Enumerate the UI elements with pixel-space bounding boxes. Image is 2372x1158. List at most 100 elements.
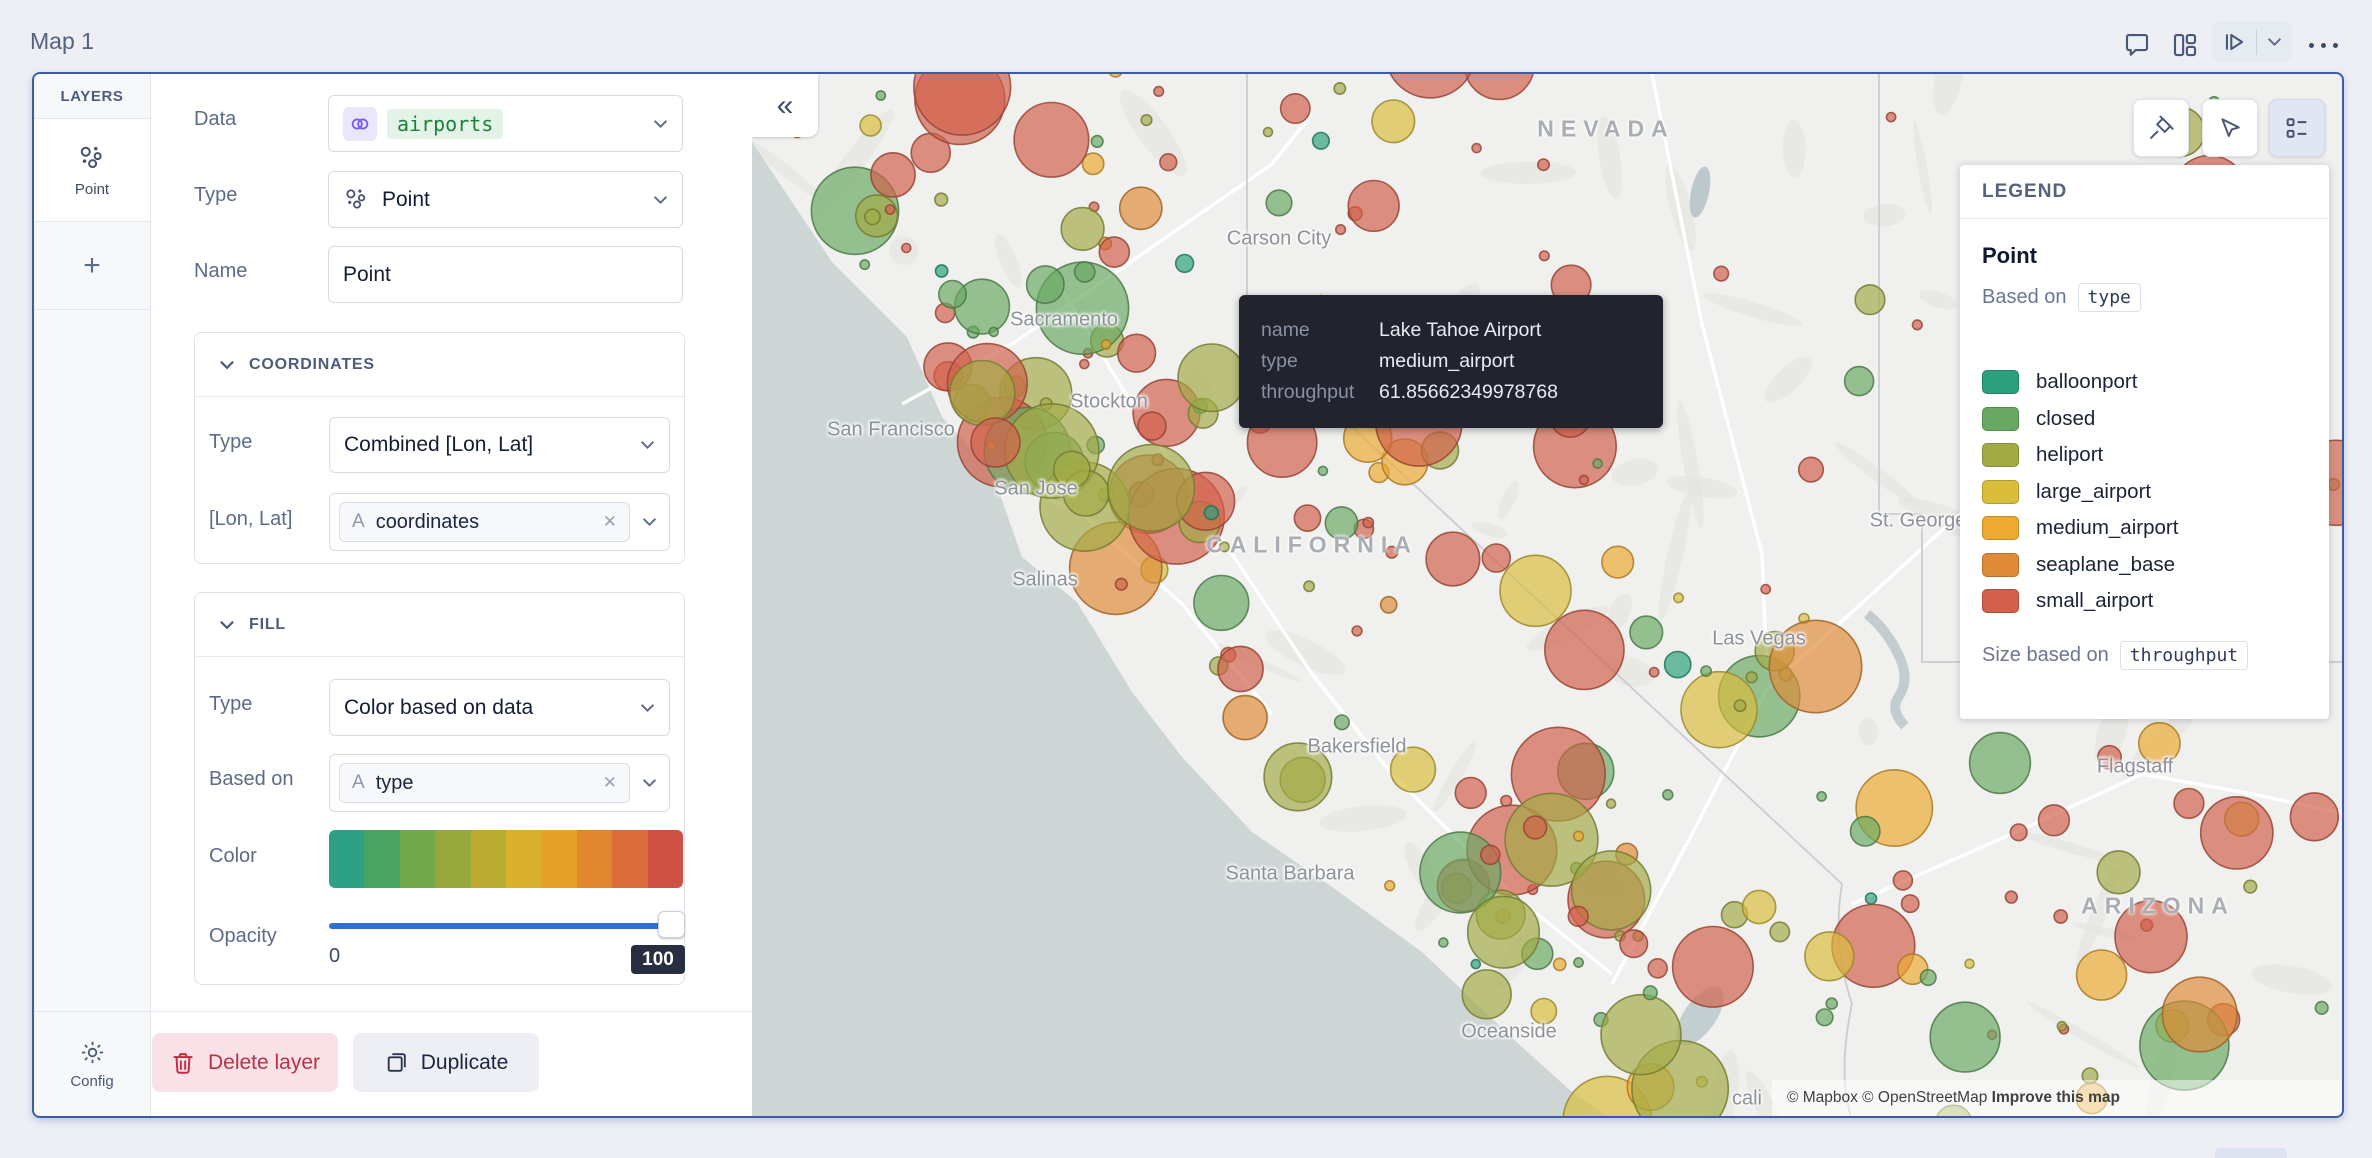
legend-toggle-button[interactable] [2269, 99, 2325, 157]
airport-point[interactable] [1383, 879, 1396, 892]
airport-point[interactable] [884, 204, 896, 215]
airport-point[interactable] [875, 90, 887, 101]
comment-button[interactable] [2118, 26, 2156, 64]
airport-point[interactable] [2114, 899, 2188, 974]
sidebar-item-config[interactable]: Config [34, 1011, 150, 1116]
airport-point[interactable] [1572, 830, 1585, 842]
airport-point[interactable] [1438, 937, 1449, 948]
airport-point[interactable] [1481, 543, 1512, 573]
airport-point[interactable] [1900, 894, 1920, 914]
airport-point[interactable] [1159, 152, 1178, 172]
airport-point[interactable] [1362, 516, 1375, 529]
sidebar-item-point-layer[interactable]: Point [34, 119, 150, 222]
airport-point[interactable] [1552, 957, 1567, 972]
airport-point[interactable] [2096, 850, 2141, 895]
airport-point[interactable] [1885, 111, 1897, 123]
airport-point[interactable] [2004, 890, 2019, 904]
airport-point[interactable] [1334, 224, 1347, 236]
airport-point[interactable] [1108, 74, 1123, 78]
airport-point[interactable] [1389, 746, 1437, 793]
airport-point[interactable] [1293, 504, 1322, 533]
airport-point[interactable] [1854, 284, 1886, 316]
airport-point[interactable] [1140, 113, 1153, 127]
airport-point[interactable] [2056, 1020, 2068, 1032]
airport-point[interactable] [1263, 742, 1333, 812]
airport-point[interactable] [1825, 997, 1838, 1010]
airport-point[interactable] [2097, 744, 2123, 770]
fill-type-select[interactable]: Color based on data [329, 679, 670, 736]
airport-point[interactable] [1100, 339, 1112, 350]
airport-point[interactable] [2314, 1000, 2329, 1016]
airport-point[interactable] [1570, 850, 1652, 931]
airport-point[interactable] [1114, 577, 1128, 591]
layer-name-input[interactable]: Point [328, 246, 683, 303]
airport-point[interactable] [1025, 265, 1065, 305]
airport-point[interactable] [1648, 666, 1660, 678]
airport-point[interactable] [2289, 792, 2340, 842]
airport-point[interactable] [938, 279, 968, 309]
airport-point[interactable] [864, 208, 882, 226]
airport-point[interactable] [1425, 531, 1481, 587]
more-menu-button[interactable] [2304, 26, 2342, 64]
run-button[interactable] [2212, 21, 2256, 63]
collapse-config-button[interactable]: « [752, 74, 818, 137]
airport-point[interactable] [1647, 957, 1669, 979]
airport-point[interactable] [1700, 665, 1712, 677]
layout-button[interactable] [2166, 26, 2204, 64]
airport-point[interactable] [1385, 74, 1475, 99]
airport-point[interactable] [1864, 892, 1878, 905]
airport-point[interactable] [1217, 645, 1264, 693]
airport-point[interactable] [1081, 152, 1105, 176]
airport-point[interactable] [1768, 619, 1863, 714]
airport-point[interactable] [1464, 74, 1534, 101]
airport-point[interactable] [913, 74, 1012, 136]
lonlat-select[interactable]: A coordinates ✕ [329, 493, 670, 551]
airport-point[interactable] [1153, 85, 1165, 97]
airport-point[interactable] [1968, 731, 2032, 795]
airport-point[interactable] [1052, 450, 1091, 489]
airport-point[interactable] [1078, 358, 1090, 370]
airport-point[interactable] [1385, 545, 1399, 559]
airport-point[interactable] [1466, 895, 1541, 969]
airport-point[interactable] [1672, 592, 1684, 604]
attribution-improve-link[interactable]: Improve this map [1991, 1089, 2120, 1106]
pin-tool-button[interactable] [2133, 99, 2189, 157]
airport-point[interactable] [934, 192, 949, 207]
airport-point[interactable] [934, 264, 949, 278]
airport-point[interactable] [1262, 126, 1274, 138]
airport-point[interactable] [1193, 574, 1250, 632]
airport-point[interactable] [2053, 909, 2069, 924]
airport-point[interactable] [1504, 792, 1599, 887]
airport-point[interactable] [1470, 958, 1482, 970]
airport-point[interactable] [1849, 815, 1881, 847]
airport-point[interactable] [1573, 957, 1584, 968]
duplicate-layer-button[interactable]: Duplicate [353, 1033, 539, 1092]
airport-point[interactable] [1324, 506, 1359, 541]
airport-point[interactable] [1098, 236, 1131, 268]
airport-point[interactable] [1760, 583, 1772, 595]
airport-point[interactable] [1605, 798, 1617, 810]
add-layer-button[interactable]: + [34, 222, 150, 310]
airport-point[interactable] [1137, 411, 1167, 441]
airport-point[interactable] [1333, 714, 1351, 731]
airport-point[interactable] [1663, 650, 1692, 679]
airport-point[interactable] [2037, 804, 2071, 837]
airport-point[interactable] [1118, 186, 1163, 231]
color-palette-bar[interactable] [329, 830, 683, 888]
airport-point[interactable] [901, 242, 912, 254]
airport-point[interactable] [1619, 929, 1649, 959]
coord-type-select[interactable]: Combined [Lon, Lat] [329, 417, 670, 473]
airport-point[interactable] [1544, 609, 1625, 691]
airport-point[interactable] [1578, 474, 1590, 486]
airport-point[interactable] [1222, 694, 1268, 741]
airport-point[interactable] [1351, 625, 1363, 637]
airport-point[interactable] [2075, 949, 2128, 1001]
airport-point[interactable] [1745, 671, 1758, 684]
airport-point[interactable] [1203, 505, 1219, 521]
airport-point[interactable] [1090, 134, 1104, 149]
airport-point[interactable] [859, 259, 871, 271]
airport-point[interactable] [1911, 319, 1923, 331]
airport-point[interactable] [1713, 265, 1730, 282]
airport-point[interactable] [1371, 99, 1416, 144]
airport-point[interactable] [1592, 458, 1603, 469]
